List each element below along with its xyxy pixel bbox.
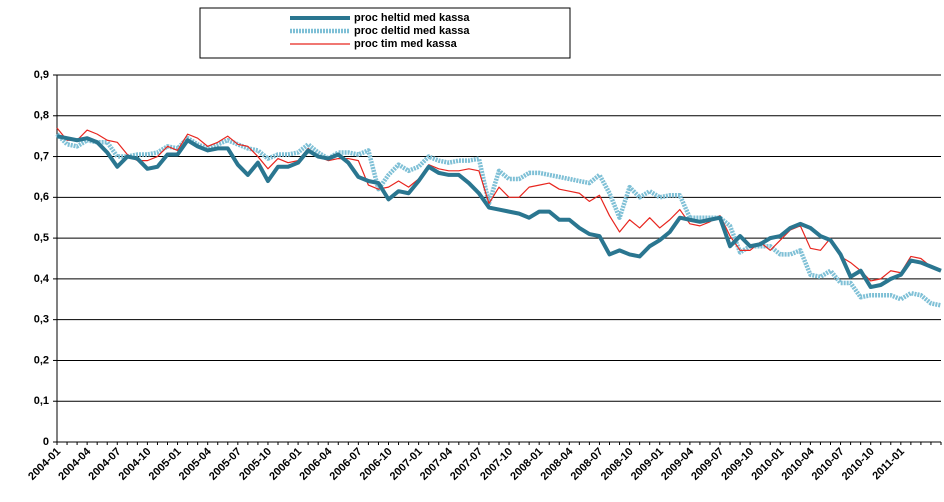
- x-tick-label: 2010-10: [840, 446, 877, 483]
- series-line: [56, 134, 942, 290]
- x-tick-label: 2008-01: [508, 446, 545, 483]
- x-tick-label: 2004-07: [86, 446, 123, 483]
- x-tick-label: 2006-10: [358, 446, 395, 483]
- legend-box: [199, 7, 571, 59]
- x-tick-label: 2010-01: [749, 446, 786, 483]
- x-tick-label: 2005-01: [147, 446, 184, 483]
- y-tick-label: 0,5: [34, 232, 49, 244]
- x-tick-label: 2007-10: [478, 446, 515, 483]
- x-tick-label: 2004-01: [26, 446, 63, 483]
- x-tick-label: 2007-01: [388, 446, 425, 483]
- legend-label: proc deltid med kassa: [354, 25, 470, 37]
- x-tick-label: 2010-07: [810, 446, 847, 483]
- y-tick-label: 0,1: [34, 395, 49, 407]
- x-tick-label: 2005-07: [207, 446, 244, 483]
- y-tick-label: 0: [43, 436, 49, 448]
- y-tick-label: 0,4: [34, 273, 50, 285]
- legend-label: proc heltid med kassa: [354, 12, 470, 24]
- y-tick-label: 0,7: [34, 150, 49, 162]
- x-tick-label: 2011-01: [870, 446, 907, 483]
- y-tick-label: 0,9: [34, 69, 49, 81]
- x-tick-label: 2007-07: [448, 446, 485, 483]
- y-tick-label: 0,8: [34, 110, 49, 122]
- legend-label: proc tim med kassa: [354, 38, 458, 50]
- x-tick-label: 2006-01: [267, 446, 304, 483]
- x-tick-label: 2004-10: [117, 446, 154, 483]
- x-tick-label: 2008-07: [569, 446, 606, 483]
- x-tick-label: 2006-07: [328, 446, 365, 483]
- x-tick-label: 2005-10: [237, 446, 274, 483]
- x-tick-label: 2009-07: [689, 446, 726, 483]
- y-tick-label: 0,3: [34, 314, 49, 326]
- x-tick-label: 2009-01: [629, 446, 666, 483]
- y-tick-label: 0,6: [34, 191, 49, 203]
- x-tick-label: 2009-10: [719, 446, 756, 483]
- x-tick-label: 2008-10: [599, 446, 636, 483]
- y-tick-label: 0,2: [34, 354, 49, 366]
- series-line: [55, 132, 942, 308]
- series-line: [56, 127, 942, 282]
